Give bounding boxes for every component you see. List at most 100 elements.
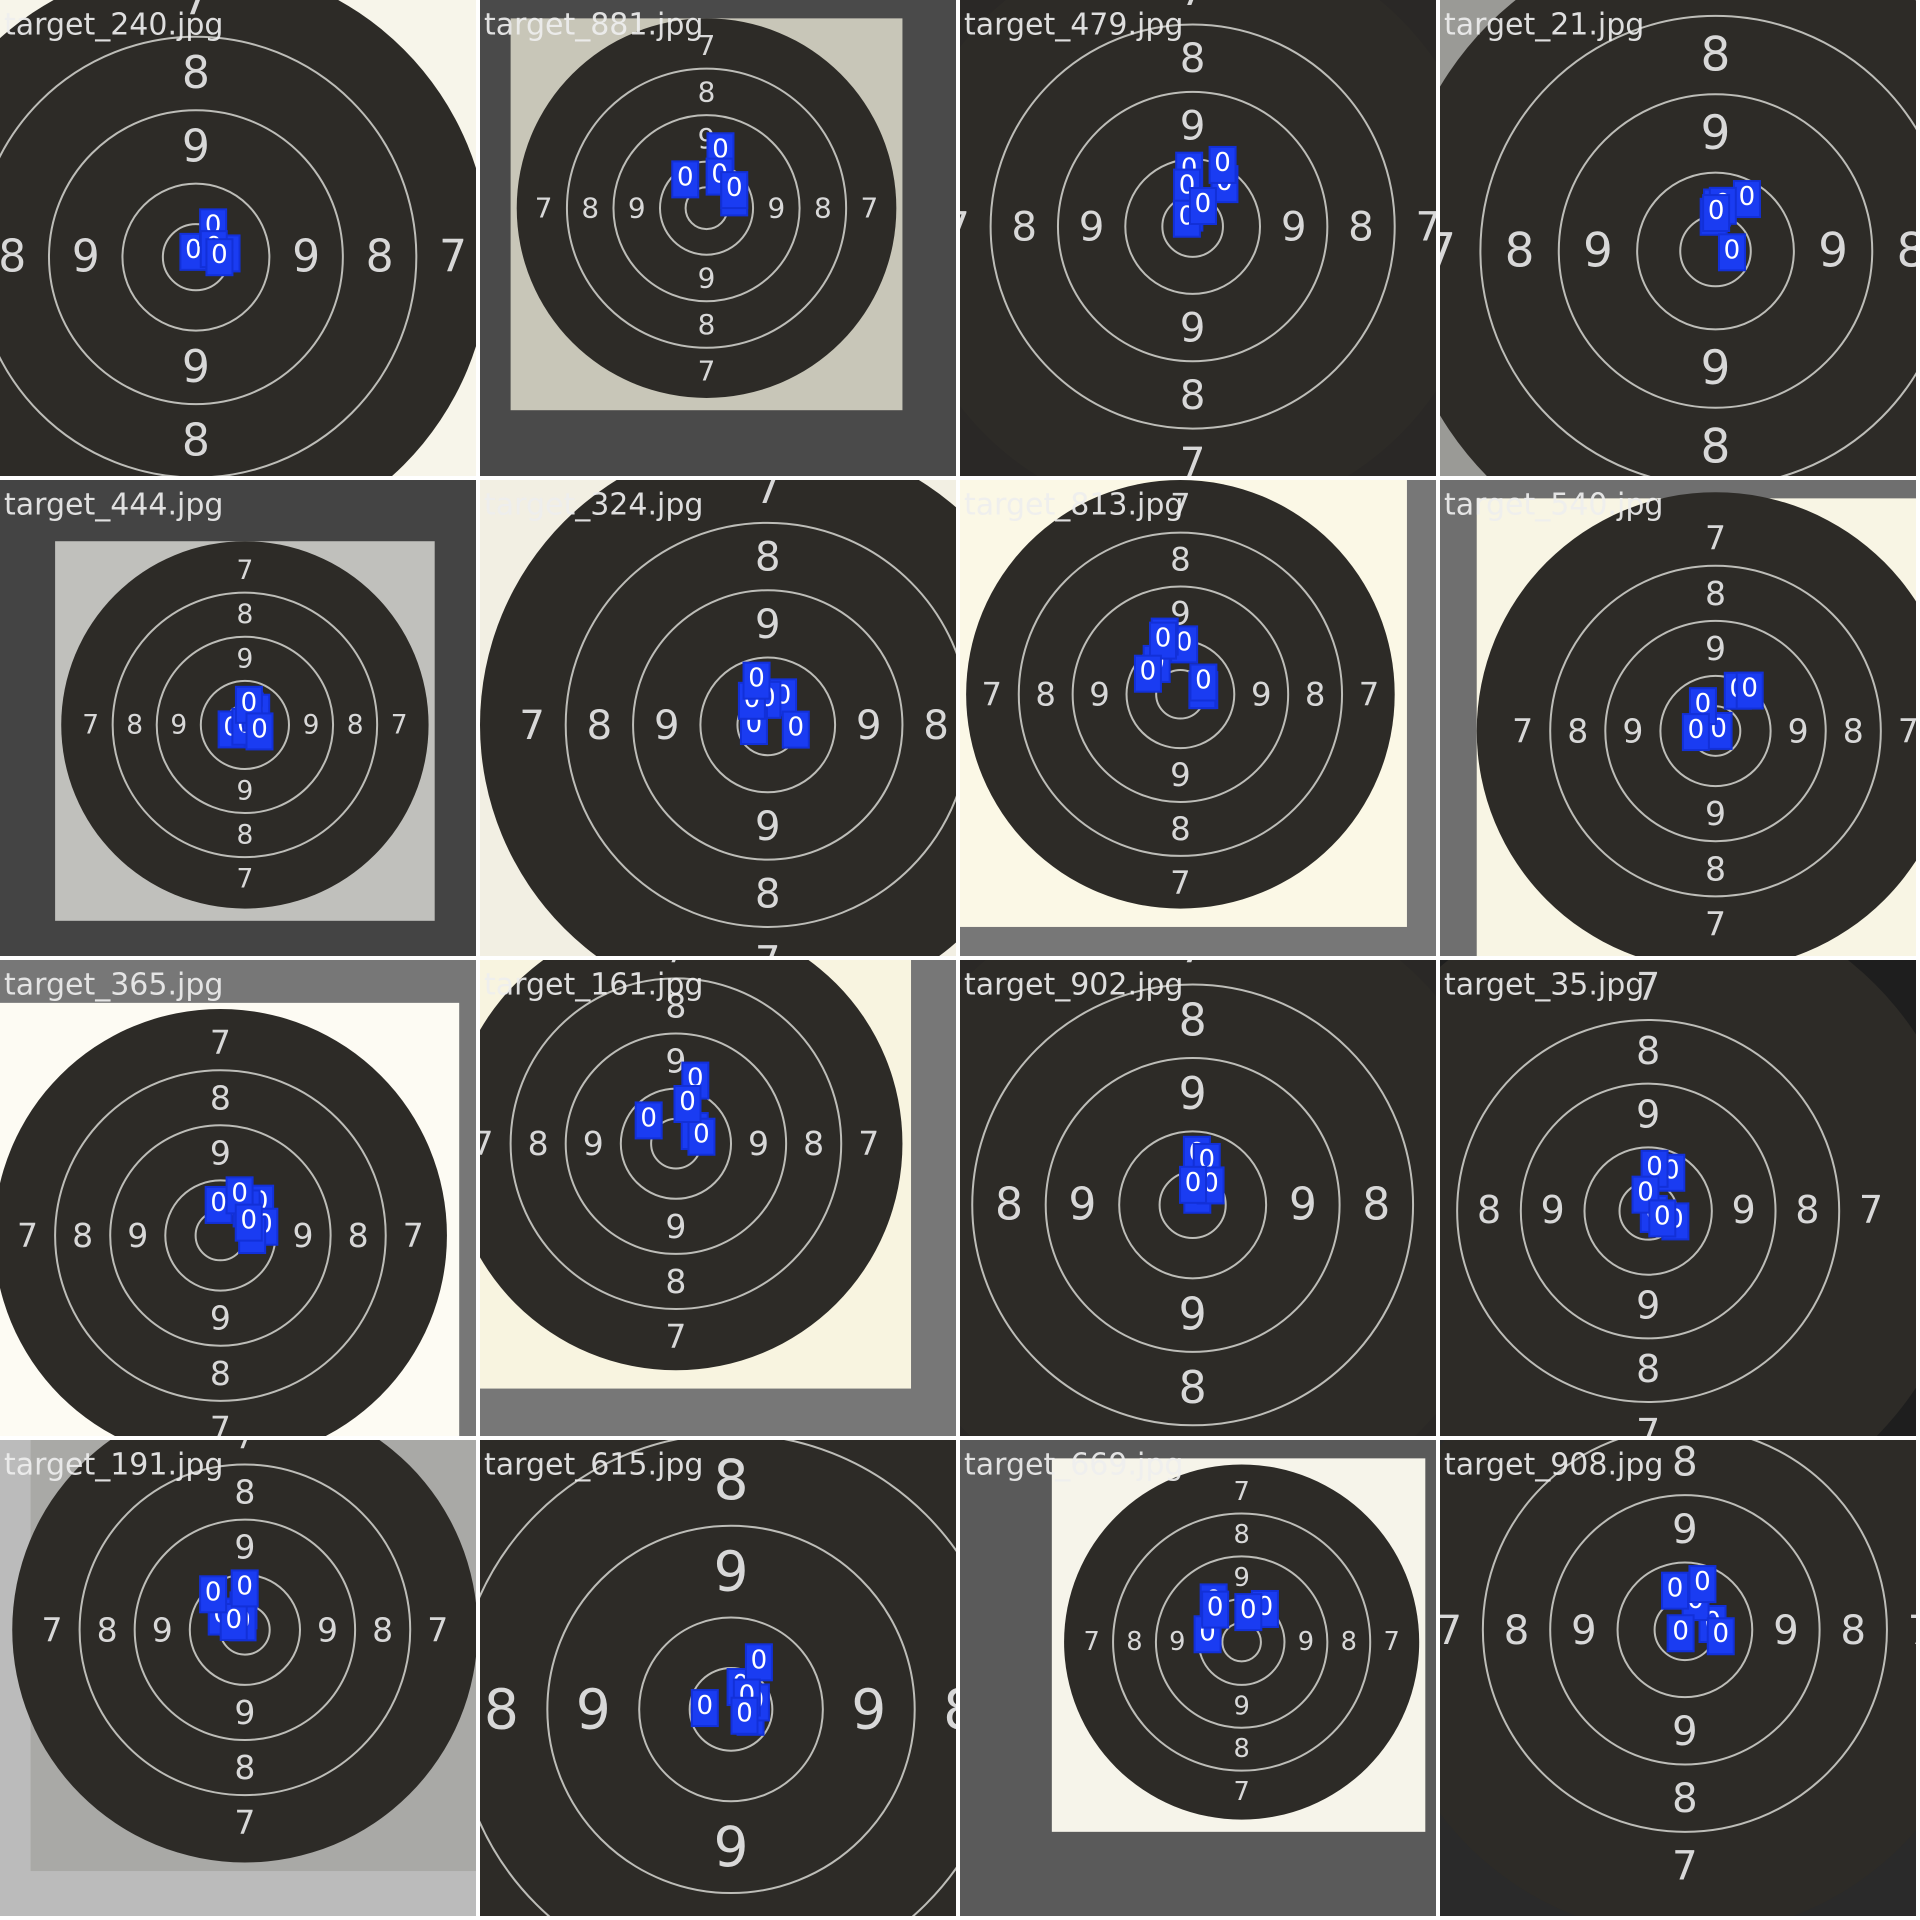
ring-number: 7 (858, 1124, 879, 1163)
tile-border (1917, 0, 1920, 480)
ring-number: 8 (1233, 1520, 1249, 1550)
target-ring (199, 679, 290, 770)
ring-number: 7 (982, 675, 1003, 713)
tile-border (1437, 960, 1440, 1440)
tile-border (477, 0, 480, 480)
target-ring (1659, 674, 1772, 788)
ring-number: 9 (127, 1216, 148, 1255)
ring-number: 8 (236, 599, 253, 630)
target-ring (564, 1032, 788, 1255)
ring-number: 9 (1179, 1069, 1207, 1120)
target-ring (54, 1069, 387, 1402)
ring-number: 9 (1251, 675, 1272, 713)
ring-number: 8 (1179, 1363, 1207, 1414)
box-label: 0 (1672, 1616, 1689, 1646)
ring-number: 9 (182, 342, 210, 393)
target-disc (480, 960, 903, 1371)
ring-number: 7 (1436, 1606, 1462, 1654)
ring-number: 8 (72, 1216, 93, 1255)
target-ring (133, 1518, 357, 1741)
detection-box: 0 (671, 160, 700, 199)
box-label: 0 (1695, 689, 1712, 719)
ring-number: 7 (1233, 1477, 1249, 1507)
ring-number: 9 (1701, 341, 1731, 396)
target-ring (1636, 171, 1795, 331)
tile-border (0, 1437, 480, 1440)
ring-number: 8 (995, 1179, 1023, 1230)
ring-number: 7 (1701, 0, 1731, 4)
box-rect (720, 171, 749, 210)
target-disc (516, 18, 897, 398)
ring-number: 9 (1170, 756, 1191, 794)
ring-number: 7 (1908, 1606, 1920, 1654)
box-rect (1149, 621, 1178, 660)
ring-number: 8 (1701, 419, 1731, 474)
target-ring (1456, 1019, 1841, 1404)
ring-number: 8 (1180, 34, 1206, 82)
detection-box: 0 (1201, 1590, 1230, 1629)
tile-border (957, 1440, 960, 1920)
image-tile: 99998888777700000000target_813.jpg (960, 480, 1436, 956)
box-rect (690, 1689, 719, 1728)
image-tile: 99998888777700000target_669.jpg (960, 1440, 1436, 1916)
box-rect (730, 1696, 759, 1735)
box-label: 0 (1694, 1567, 1711, 1597)
target-disc (1064, 1464, 1420, 1820)
ring-number: 8 (698, 308, 716, 341)
box-label: 0 (251, 714, 268, 744)
box-label: 0 (211, 240, 228, 270)
ring-number: 8 (1341, 1627, 1357, 1657)
tile-border (480, 1917, 960, 1920)
image-tile: 9999888877770000000target_479.jpg (960, 0, 1436, 476)
ring-number: 7 (1436, 1179, 1464, 1230)
image-tile: 999988887777000000target_324.jpg (480, 480, 956, 956)
box-rect (1717, 233, 1746, 272)
ring-number: 8 (1348, 203, 1374, 251)
image-tile: 9999888877770000000target_615.jpg (480, 1440, 956, 1916)
box-label: 0 (225, 1605, 242, 1635)
box-label: 0 (1646, 1152, 1663, 1182)
ring-number: 8 (665, 986, 686, 1025)
box-rect (234, 1203, 263, 1242)
ring-number: 7 (1170, 487, 1191, 525)
box-label: 0 (241, 688, 258, 718)
ring-number: 7 (427, 1610, 448, 1649)
tile-border (480, 477, 960, 480)
target-ring (509, 977, 843, 1310)
target-ring (1056, 90, 1329, 363)
ring-number: 7 (236, 864, 253, 895)
box-label: 0 (1708, 196, 1725, 226)
detection-box: 0 (234, 1203, 263, 1242)
ring-number: 9 (210, 1133, 231, 1172)
ring-number: 7 (535, 192, 553, 225)
tile-border (477, 960, 480, 1440)
ring-number: 8 (210, 1354, 231, 1393)
ring-number: 8 (528, 1124, 549, 1163)
target-ring (111, 591, 379, 859)
ring-number: 9 (1169, 1627, 1185, 1657)
ring-number: 7 (391, 709, 408, 740)
ring-number: 9 (1701, 106, 1731, 161)
file-name: target_324.jpg (484, 488, 703, 523)
ring-number: 9 (170, 709, 187, 740)
ring-number: 7 (1383, 1627, 1399, 1657)
ring-number: 9 (72, 232, 100, 283)
ring-number: 9 (1180, 102, 1206, 150)
ring-number: 9 (698, 261, 716, 294)
box-rect (1661, 1571, 1690, 1610)
ring-number: 8 (1672, 1437, 1698, 1485)
ring-number: 7 (665, 931, 686, 970)
box-rect (1133, 654, 1162, 693)
tile-border (960, 1437, 1440, 1440)
detection-box: 0 (1648, 1199, 1677, 1238)
ring-number: 9 (583, 1124, 604, 1163)
file-name: target_902.jpg (964, 968, 1183, 1003)
target-ring (971, 983, 1415, 1427)
ring-number: 7 (17, 1216, 38, 1255)
ring-number: 8 (484, 1677, 519, 1741)
box-label: 0 (240, 1206, 257, 1236)
detection-box: 0 (1681, 713, 1710, 752)
box-rect (1648, 1199, 1677, 1238)
target-disc (12, 1440, 476, 1863)
